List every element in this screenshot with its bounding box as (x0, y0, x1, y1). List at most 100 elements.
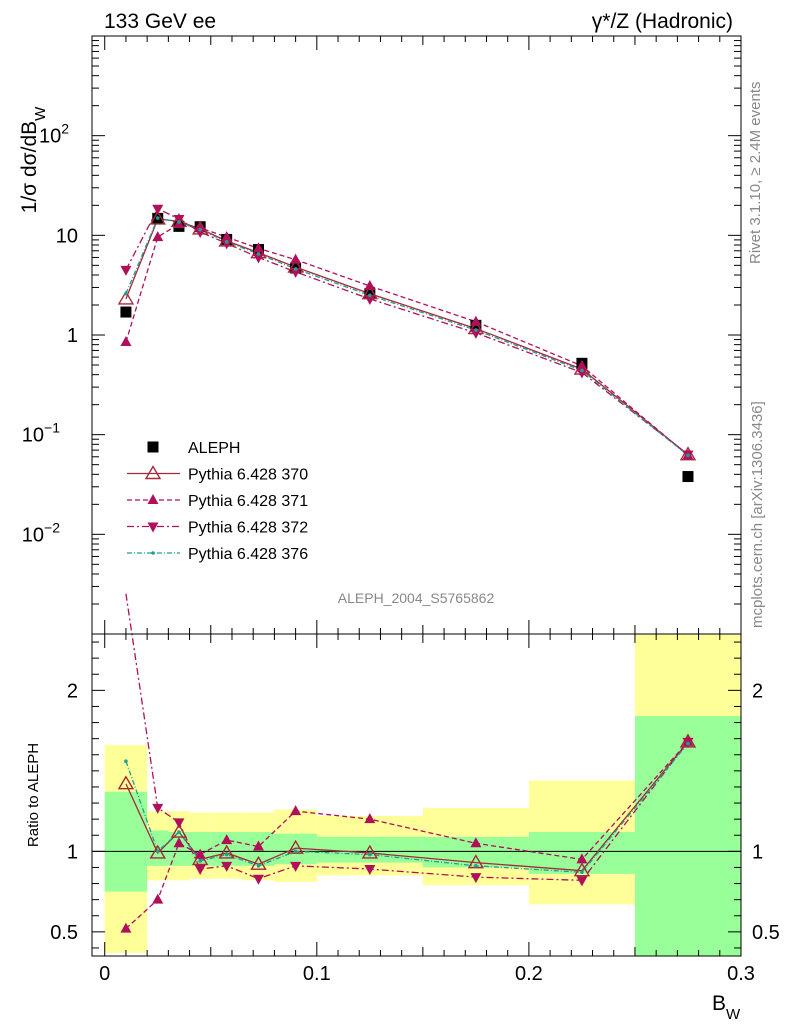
ratio-point (149, 844, 166, 859)
data-point (580, 368, 584, 373)
ratio-ylabel: Ratio to ALEPH (25, 743, 42, 847)
ratio-uncertainty-bands (104, 634, 741, 956)
y-tick-label: 1 (67, 325, 78, 347)
ratio-point (173, 818, 185, 829)
ratio-point (124, 759, 128, 763)
ratio-point (573, 862, 591, 877)
x-axis-label: BW (712, 992, 741, 1023)
data-point (149, 210, 166, 225)
data-point (364, 294, 376, 305)
y-tick-exponent: −1 (44, 420, 60, 436)
data-point (194, 228, 206, 239)
ratio-point (152, 893, 164, 904)
analysis-id: ALEPH_2004_S5765862 (338, 590, 495, 606)
ratio-point (364, 813, 376, 824)
legend-label: Pythia 6.428 371 (188, 493, 308, 510)
uncertainty-band-inner (147, 830, 169, 866)
x-tick-label: 0.1 (303, 963, 331, 985)
ratio-y-tick-label: 1 (67, 841, 78, 863)
ratio-axis-ticks: 0 0.1 0.2 0.3 0.5 0.5 1 1 2 2 (50, 634, 780, 985)
ratio-y-tick-label: 1 (752, 841, 763, 863)
ratio-point (117, 775, 135, 790)
ratio-point (364, 865, 376, 876)
data-point (470, 328, 482, 339)
legend-marker (147, 494, 159, 504)
data-point (252, 242, 264, 253)
uncertainty-band-inner (528, 832, 635, 874)
ratio-point (576, 853, 588, 864)
x-tick-label: 0.2 (515, 963, 543, 985)
legend-marker (147, 522, 159, 533)
data-point (117, 290, 135, 305)
data-point (368, 293, 372, 298)
ratio-point (470, 873, 482, 884)
data-point (120, 265, 132, 276)
y-tick-exponent: 2 (61, 121, 69, 137)
y-tick-label: 10−1 (22, 420, 60, 447)
mcplots-label: mcplots.cern.ch [arXiv:1306.3436] (749, 401, 766, 628)
ratio-point (474, 864, 478, 868)
data-point (120, 336, 132, 347)
ratio-point (580, 870, 584, 875)
y-tick-exponent: −2 (44, 519, 60, 535)
header-right: γ*/Z (Hadronic) (592, 10, 733, 33)
ratio-point (218, 844, 235, 859)
ratio-point (290, 861, 302, 872)
data-point (474, 328, 478, 332)
legend-label: Pythia 6.428 370 (188, 467, 308, 484)
main-ylabel: 1/σ dσ/dBW (18, 106, 49, 213)
y-tick-label: 102 (39, 121, 69, 148)
ratio-point (470, 837, 482, 848)
ratio-frame (91, 633, 742, 957)
main-axis-ticks: 10−2 10−1 1 10 102 (22, 36, 742, 635)
data-point (177, 220, 181, 224)
ratio-y-tick-label: 2 (752, 680, 763, 702)
ratio-point (290, 805, 302, 816)
data-point (682, 471, 694, 483)
y-tick-label: 10 (56, 225, 78, 247)
data-point (576, 368, 588, 379)
ratio-point (250, 855, 267, 870)
series-line (125, 218, 689, 456)
ratio-point (686, 741, 690, 746)
ratio-point (155, 849, 160, 854)
data-point (155, 216, 160, 220)
ratio-point (256, 864, 261, 868)
data-point (576, 359, 588, 370)
data-point (224, 240, 229, 244)
y-tick-label: 10−2 (22, 519, 60, 546)
main-plot-series (117, 204, 697, 483)
series-line (125, 223, 689, 456)
data-point (173, 214, 185, 225)
ratio-point (170, 823, 188, 838)
ratio-point (221, 861, 233, 872)
data-point (686, 453, 690, 458)
x-tick-label: 0 (99, 963, 110, 985)
ratio-point (224, 852, 229, 857)
data-point (120, 306, 132, 318)
ratio-point (293, 849, 298, 854)
ratio-point (173, 837, 185, 848)
ratio-point (198, 859, 202, 863)
data-point (252, 253, 264, 264)
ratio-y-tick-label: 2 (67, 680, 78, 702)
legend-marker (144, 465, 162, 480)
rivet-label: Rivet 3.1.10, ≥ 2.4M events (747, 82, 764, 265)
ratio-point (361, 844, 379, 859)
ratio-point (368, 852, 372, 857)
data-point (198, 227, 202, 232)
ratio-point (194, 865, 206, 876)
ratio-point (252, 840, 264, 851)
data-point (221, 231, 233, 242)
series-line (125, 207, 689, 456)
legend-label: Pythia 6.428 372 (188, 520, 308, 537)
data-point (221, 239, 233, 250)
ratio-y-tick-label: 0.5 (752, 922, 780, 944)
ratio-y-tick-label: 0.5 (50, 922, 78, 944)
data-point (256, 252, 261, 256)
legend-label: Pythia 6.428 376 (188, 546, 308, 563)
series-line (125, 217, 689, 456)
data-point (364, 280, 376, 291)
main-frame (91, 35, 742, 635)
